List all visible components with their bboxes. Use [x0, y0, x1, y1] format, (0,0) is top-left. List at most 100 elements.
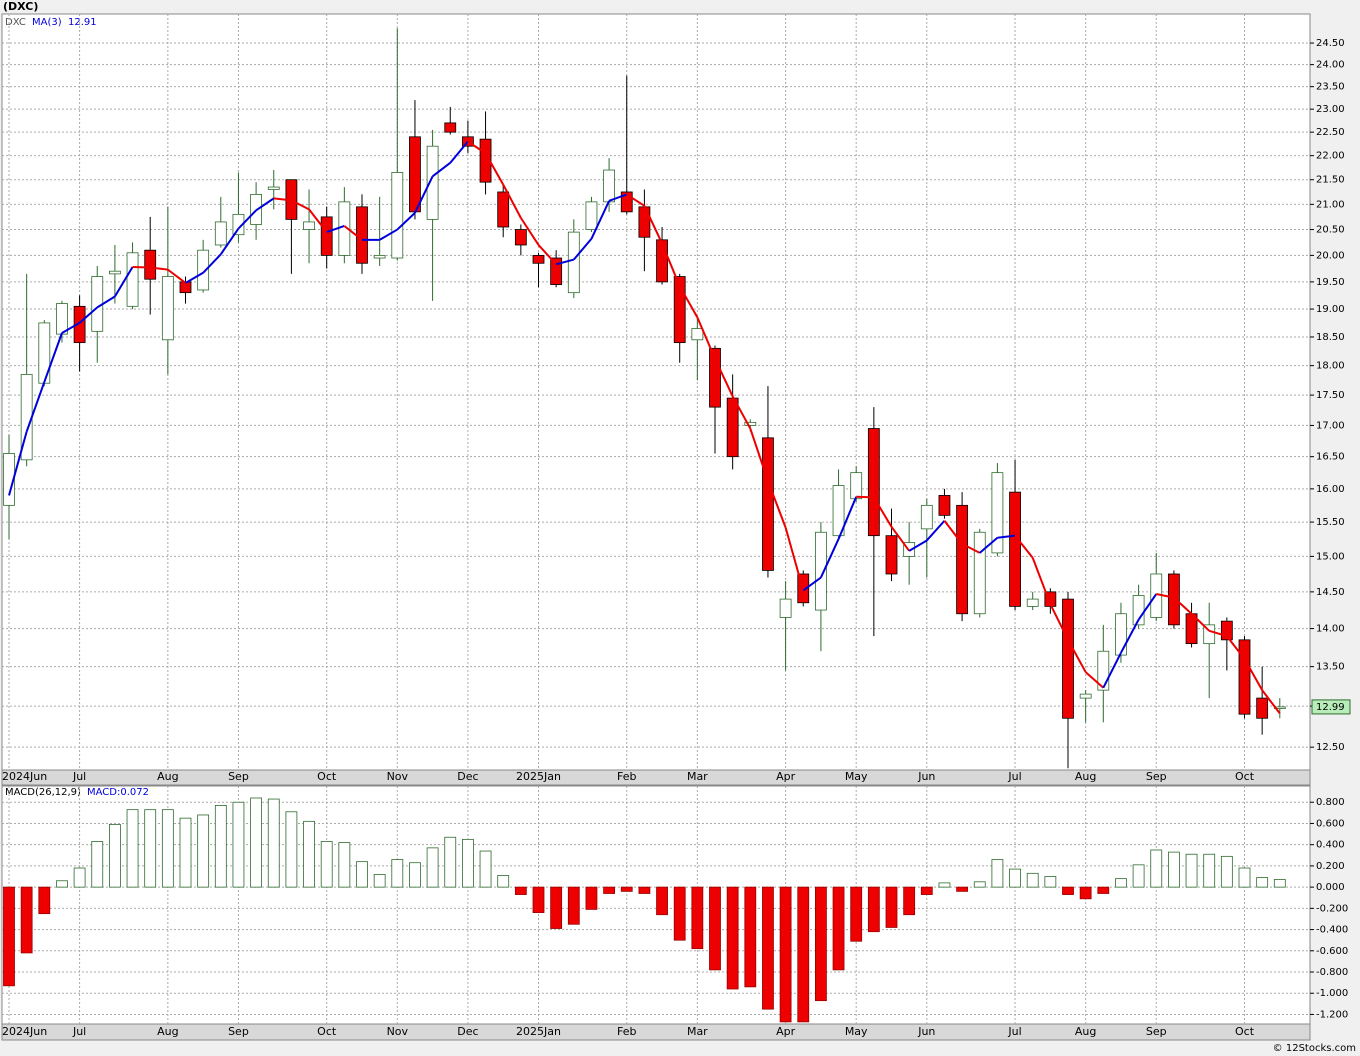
x-tick-label: Feb [617, 1025, 636, 1038]
candle-body [815, 531, 827, 611]
candle-body [991, 472, 1004, 554]
candle-body [1026, 598, 1039, 607]
macd-bar [815, 886, 827, 1002]
ma-segment [749, 428, 769, 482]
candle-body [1238, 639, 1251, 715]
ma-segment [1243, 658, 1264, 691]
x-tick-label: Jun [917, 770, 935, 783]
ma-segment [255, 197, 275, 212]
y-tick-label: 15.00 [1316, 551, 1345, 562]
ma-segment [1031, 557, 1052, 605]
ma-segment [1014, 535, 1034, 559]
date-strip [1, 1023, 1311, 1041]
candle-body [1115, 613, 1127, 656]
candle-body [762, 437, 774, 571]
ma-segment [573, 238, 593, 261]
candle-body [867, 428, 880, 537]
ma-segment [890, 526, 910, 552]
macd-bar [426, 847, 439, 888]
macd-bar [232, 801, 245, 888]
candle-body [1009, 491, 1021, 607]
macd-bar [56, 880, 68, 888]
ma-segment [1067, 639, 1087, 673]
y-tick-label: -1.000 [1316, 988, 1348, 999]
x-tick-label: Apr [776, 770, 796, 783]
ma-segment [520, 217, 540, 246]
ma-segment [608, 193, 628, 202]
y-tick-label: -0.200 [1316, 903, 1348, 914]
legend-symbol: DXC [5, 17, 26, 28]
macd-bar [850, 886, 863, 942]
ma-segment [414, 175, 434, 214]
ma-segment [714, 358, 734, 397]
macd-bar [91, 841, 104, 888]
y-tick-label: 21.00 [1316, 199, 1345, 210]
ma-segment [273, 197, 292, 202]
last-price-box [1311, 699, 1351, 715]
macd-bar [1185, 853, 1198, 888]
candle-body [1256, 697, 1269, 719]
ma-segment [819, 538, 840, 578]
y-tick-label: -1.200 [1316, 1009, 1348, 1020]
y-tick-label: 15.50 [1316, 517, 1345, 528]
ma-segment [696, 316, 716, 360]
macd-bar [1273, 879, 1286, 888]
ma-segment [1049, 603, 1069, 641]
candle-body [479, 138, 492, 183]
macd-bar [726, 886, 739, 990]
ma-segment [290, 199, 310, 211]
y-tick-label: -0.800 [1316, 967, 1348, 978]
macd-bar [550, 886, 563, 929]
y-tick-label: 0.800 [1316, 797, 1345, 808]
macd-bar [126, 809, 139, 888]
candle-body [691, 328, 704, 341]
y-tick-label: 0.600 [1316, 818, 1345, 829]
macd-bar [197, 814, 210, 888]
macd-bar [1168, 851, 1180, 888]
candle-body [1079, 693, 1092, 699]
ma-segment [943, 520, 963, 545]
macd-bar [320, 841, 333, 888]
macd-bar [620, 886, 633, 892]
y-tick-label: 14.50 [1316, 587, 1345, 598]
y-tick-label: 21.50 [1316, 175, 1345, 186]
candle-body [391, 172, 404, 259]
macd-bar [285, 811, 298, 888]
y-tick-label: 0.200 [1316, 861, 1345, 872]
ma-segment [467, 140, 487, 155]
macd-bar [1238, 867, 1251, 888]
ma-segment [1156, 593, 1175, 599]
candle-body [567, 231, 580, 294]
ma-segment [43, 332, 63, 383]
ma-segment [61, 322, 81, 334]
y-tick-label: 0.400 [1316, 840, 1345, 851]
macd-bar [638, 886, 651, 894]
y-tick-label: 17.50 [1316, 390, 1345, 401]
ma-segment [237, 209, 257, 230]
macd-bar [267, 798, 280, 888]
ma-segment [484, 152, 505, 186]
candle-body [673, 276, 686, 344]
macd-bar [3, 886, 15, 987]
ma-segment [219, 227, 240, 255]
macd-bar [144, 809, 157, 888]
macd-bar [956, 886, 968, 892]
y-tick-label: 19.00 [1316, 304, 1345, 315]
chart-title: (DXC) [3, 0, 38, 13]
macd-bar [214, 805, 227, 888]
x-tick-label: Jul [72, 770, 86, 783]
x-tick-label: Oct [317, 1025, 337, 1038]
ma-segment [114, 266, 134, 297]
macd-bar [779, 886, 792, 1023]
macd-bar [673, 886, 686, 941]
y-tick-label: 16.50 [1316, 452, 1345, 463]
macd-bar [179, 817, 192, 888]
ma-segment [837, 496, 858, 540]
x-tick-label: Apr [776, 1025, 796, 1038]
candle-body [850, 472, 863, 500]
candle-body [1097, 650, 1110, 691]
macd-bar [903, 886, 916, 916]
candle-body [161, 276, 174, 341]
x-tick-label: Jul [1007, 770, 1021, 783]
